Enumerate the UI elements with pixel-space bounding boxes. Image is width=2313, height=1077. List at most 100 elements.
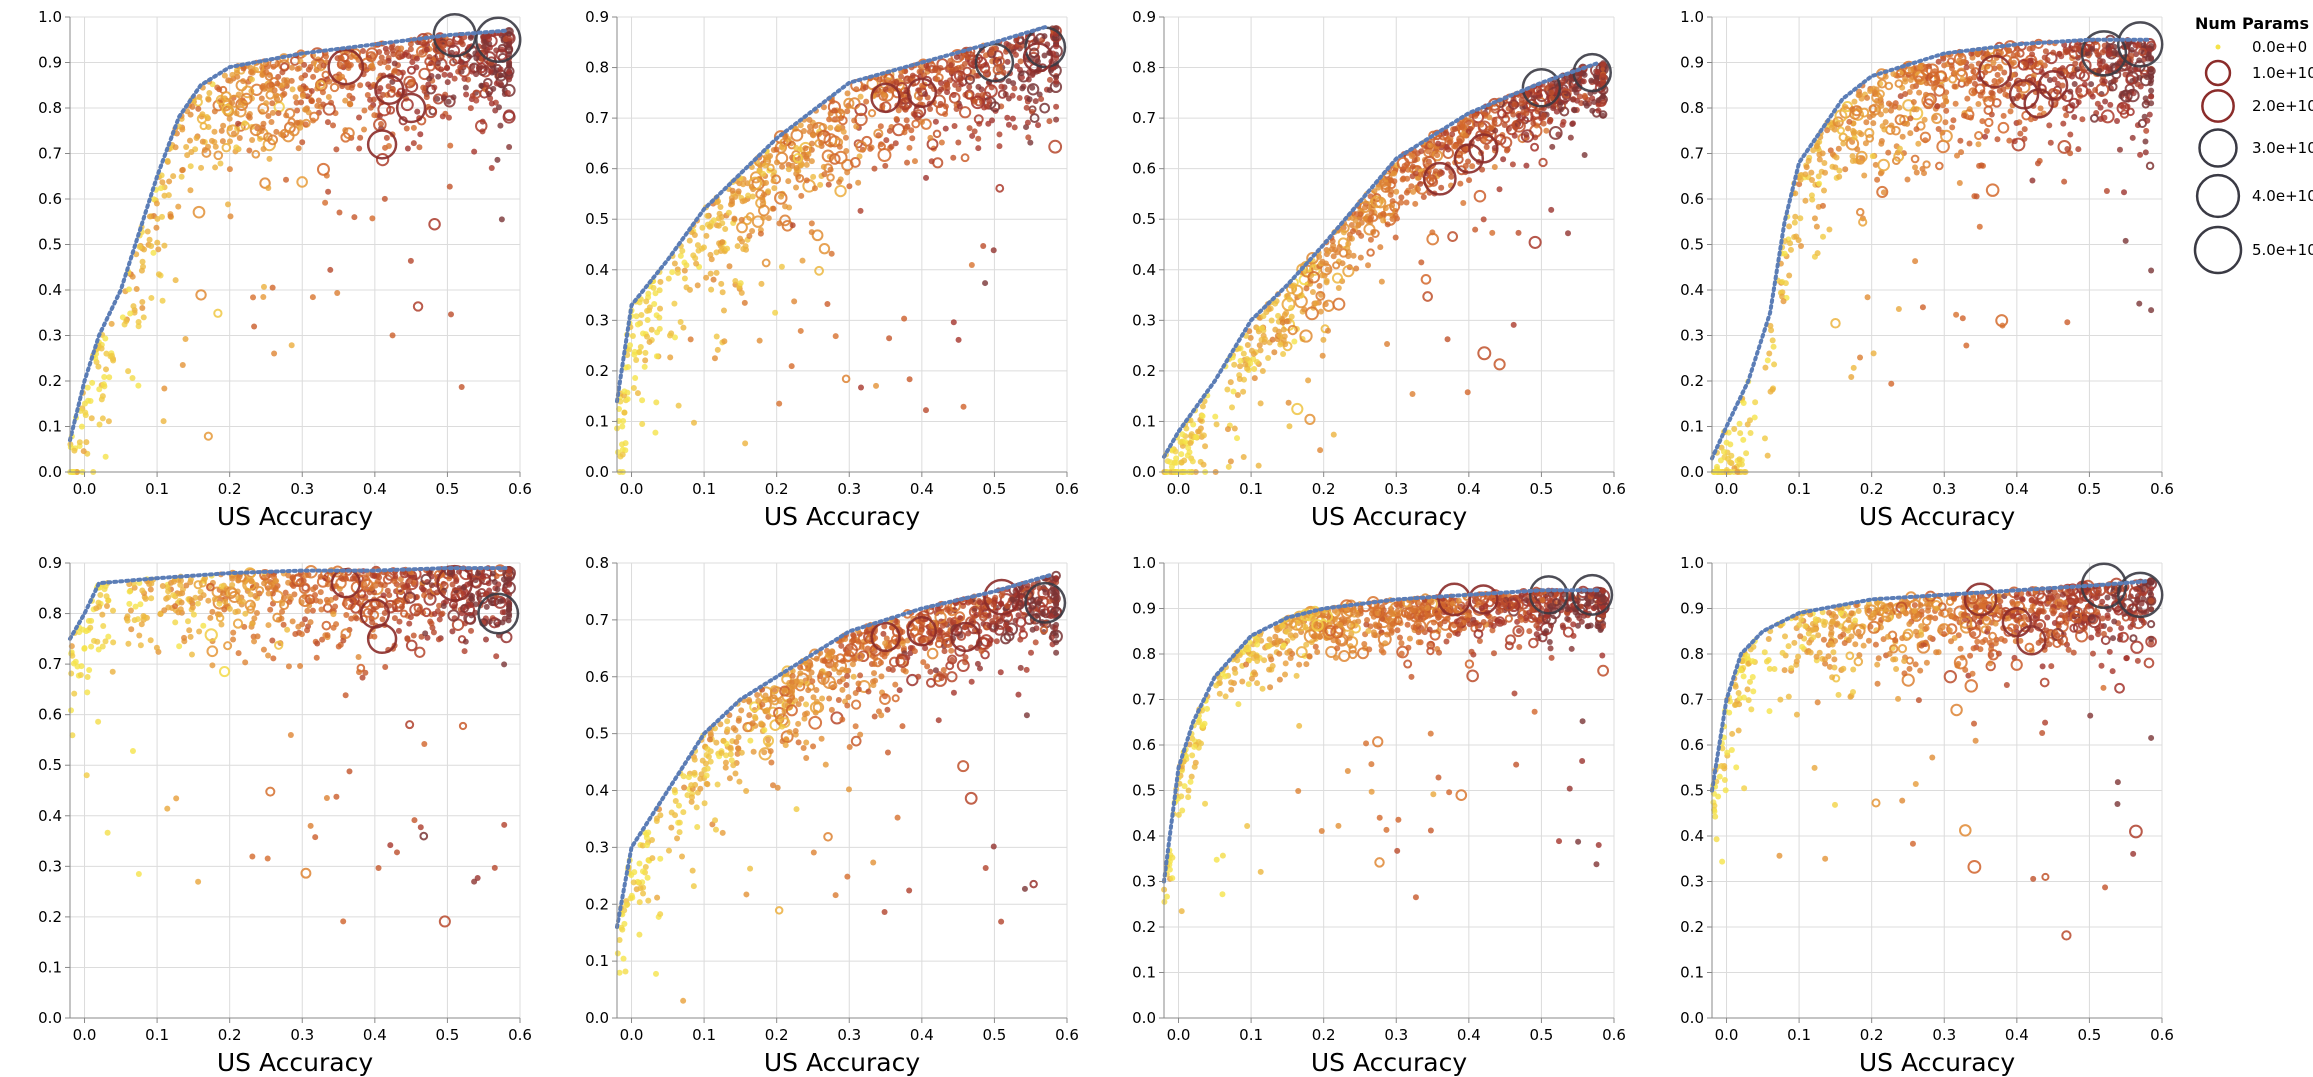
- data-point: [98, 396, 105, 403]
- data-point: [1850, 364, 1857, 371]
- data-point: [1472, 226, 1479, 233]
- data-point: [267, 134, 279, 146]
- data-point: [192, 205, 206, 219]
- data-point: [911, 111, 918, 118]
- data-point: [687, 336, 694, 343]
- data-point: [221, 606, 228, 613]
- data-point: [666, 332, 673, 339]
- data-point: [329, 82, 340, 93]
- large-model-marker: [366, 129, 398, 160]
- data-point: [2135, 42, 2142, 49]
- data-point: [827, 124, 834, 131]
- data-point: [189, 604, 196, 611]
- data-point: [2096, 67, 2103, 74]
- data-point: [377, 120, 384, 127]
- data-point: [494, 156, 501, 163]
- data-point: [218, 583, 225, 590]
- data-point: [826, 695, 833, 702]
- data-point: [1964, 95, 1971, 102]
- data-point: [825, 181, 832, 188]
- data-point: [731, 215, 738, 222]
- data-point: [1787, 246, 1794, 253]
- data-point: [1409, 163, 1416, 170]
- data-point: [1375, 184, 1382, 191]
- data-point: [1916, 121, 1926, 131]
- data-point: [984, 84, 998, 98]
- data-point: [249, 136, 256, 143]
- data-point: [748, 183, 755, 190]
- data-point: [1582, 100, 1589, 107]
- data-point: [322, 102, 336, 116]
- data-point: [1305, 306, 1319, 321]
- data-point: [1805, 157, 1812, 164]
- data-point: [1378, 278, 1385, 285]
- data-point: [1885, 149, 1892, 156]
- data-point: [650, 284, 657, 291]
- data-point: [1836, 167, 1843, 174]
- data-point: [982, 69, 992, 78]
- data-point: [1445, 146, 1452, 153]
- data-point: [1291, 284, 1304, 297]
- large-model-marker: [870, 82, 901, 114]
- data-point: [377, 581, 384, 588]
- data-point: [871, 165, 878, 172]
- data-point: [862, 84, 869, 91]
- data-point: [1447, 231, 1459, 242]
- data-point: [1342, 265, 1355, 278]
- data-point: [1353, 265, 1360, 272]
- data-point: [1172, 448, 1179, 455]
- data-point: [852, 723, 859, 730]
- data-point: [1491, 120, 1498, 127]
- data-point: [1189, 458, 1196, 465]
- data-point: [1308, 264, 1321, 276]
- data-point: [642, 357, 649, 364]
- data-point: [407, 257, 414, 264]
- data-point: [99, 415, 106, 422]
- data-point: [410, 140, 417, 147]
- data-point: [144, 228, 151, 235]
- data-point: [1997, 65, 2004, 72]
- data-point: [778, 263, 785, 270]
- data-point: [1357, 254, 1364, 261]
- data-point: [1288, 313, 1295, 320]
- data-point: [641, 363, 648, 370]
- data-point: [381, 195, 388, 202]
- data-point: [109, 668, 116, 675]
- data-point: [1809, 196, 1816, 203]
- x-tick-label: 0.0: [73, 480, 97, 498]
- data-point: [478, 82, 485, 89]
- data-point: [375, 865, 382, 872]
- data-point: [205, 597, 212, 604]
- data-point: [1924, 92, 1937, 106]
- data-point: [212, 143, 219, 150]
- data-point: [665, 275, 672, 282]
- data-point: [1005, 121, 1012, 128]
- data-point: [410, 124, 417, 131]
- data-point: [1864, 94, 1871, 101]
- data-point: [473, 97, 480, 104]
- data-point: [83, 439, 90, 446]
- data-point: [398, 45, 405, 52]
- data-point: [501, 821, 508, 828]
- data-point: [279, 600, 286, 607]
- data-point: [790, 128, 804, 142]
- x-tick-label: 0.2: [218, 1026, 242, 1044]
- data-point: [1764, 357, 1771, 364]
- data-point: [280, 621, 287, 628]
- data-point: [1033, 36, 1040, 43]
- data-point: [288, 64, 295, 71]
- data-point: [71, 690, 78, 697]
- data-point: [78, 663, 85, 670]
- data-point: [2099, 49, 2106, 56]
- data-point: [1428, 130, 1438, 141]
- large-model-marker: [327, 48, 365, 86]
- data-point: [671, 260, 678, 267]
- data-point: [1448, 173, 1455, 180]
- data-point: [1836, 126, 1845, 135]
- data-point: [68, 670, 75, 677]
- data-point: [1291, 402, 1304, 416]
- data-point: [102, 335, 109, 342]
- data-point: [167, 213, 174, 220]
- data-point: [1323, 279, 1330, 286]
- data-point: [776, 400, 783, 407]
